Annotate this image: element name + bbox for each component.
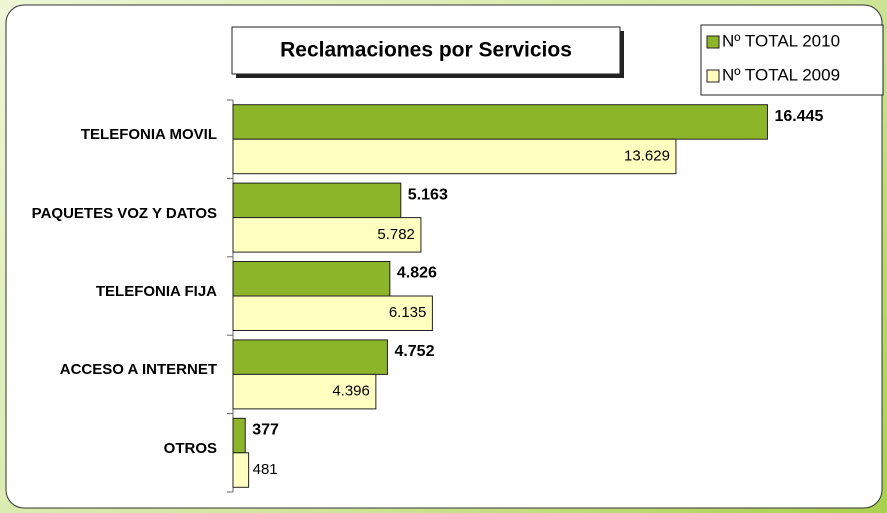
bar — [232, 182, 402, 219]
chart-title: Reclamaciones por Servicios — [280, 39, 572, 62]
bar — [232, 339, 388, 375]
y-tick-label: ACCESO A INTERNET — [59, 361, 217, 379]
bar — [232, 104, 768, 140]
legend-box — [700, 24, 884, 96]
data-label: 4.752 — [394, 343, 434, 360]
data-label: 5.163 — [408, 186, 448, 203]
legend-label: Nº TOTAL 2010 — [722, 31, 840, 50]
data-label: 13.629 — [624, 147, 670, 164]
data-label: 377 — [252, 422, 279, 439]
bar — [232, 373, 377, 410]
y-tick-label: TELEFONIA MOVIL — [80, 126, 217, 144]
legend-swatch — [706, 35, 720, 49]
data-label: 4.826 — [397, 265, 437, 282]
y-tick-label: TELEFONIA FIJA — [95, 283, 217, 300]
bar — [232, 217, 422, 253]
title-box — [231, 26, 621, 75]
y-tick-label: PAQUETES VOZ Y DATOS — [31, 204, 217, 222]
data-label: 16.445 — [774, 108, 823, 125]
bar — [232, 295, 433, 331]
data-label: 4.396 — [332, 383, 370, 400]
data-label: 5.782 — [377, 226, 415, 243]
data-label: 481 — [253, 461, 278, 478]
bar — [232, 261, 391, 297]
bar — [232, 452, 250, 488]
data-label: 6.135 — [389, 304, 427, 321]
y-tick-label: OTROS — [163, 439, 217, 457]
bar — [232, 417, 246, 454]
legend-swatch — [706, 69, 720, 83]
legend-label: Nº TOTAL 2009 — [722, 65, 840, 84]
bar — [232, 138, 677, 175]
